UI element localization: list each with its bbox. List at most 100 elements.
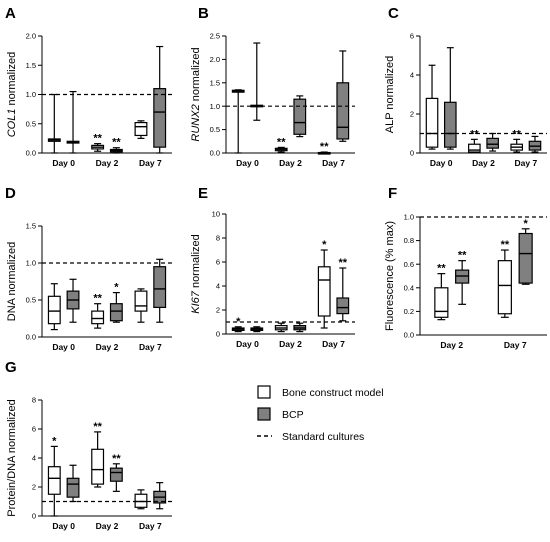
panel-letter: F bbox=[388, 185, 397, 202]
y-tick-label: 0 bbox=[32, 512, 36, 521]
iqr-box bbox=[518, 232, 533, 284]
x-category-label: Day 0 bbox=[52, 158, 75, 168]
x-category-label: Day 2 bbox=[279, 158, 302, 168]
bone-construct-box bbox=[47, 283, 61, 331]
y-tick-label: 0.5 bbox=[26, 119, 36, 128]
bcp-box bbox=[153, 258, 167, 323]
bcp-box: * bbox=[518, 218, 533, 285]
panel-b: B 0.0 0.5 1.0 1.5 2.0 2.5 RUNX2 normalized Day 0… bbox=[190, 5, 355, 168]
iqr-box bbox=[109, 303, 123, 322]
legend-label: Bone construct model bbox=[282, 387, 384, 399]
iqr-box bbox=[134, 290, 148, 312]
bone-construct-box bbox=[134, 288, 148, 323]
y-axis-title-italic: COL1 bbox=[6, 109, 18, 138]
y-tick-label: 6 bbox=[216, 258, 220, 267]
bcp-box bbox=[250, 326, 264, 333]
iqr-box bbox=[497, 260, 512, 315]
legend-item: Standard cultures bbox=[257, 431, 364, 443]
y-axis-title: ALP normalized bbox=[384, 56, 396, 133]
iqr-box bbox=[336, 297, 350, 315]
y-tick-label: 0.5 bbox=[210, 125, 220, 134]
iqr-box bbox=[468, 143, 481, 153]
panel-f: F 0.0 0.2 0.4 0.6 0.8 1.0 Fluorescence (% max) D… bbox=[384, 185, 547, 350]
bcp-box: ** bbox=[109, 453, 123, 492]
bcp-box: ** bbox=[336, 257, 350, 322]
bcp-box bbox=[66, 464, 80, 503]
bone-construct-box: ** bbox=[91, 293, 105, 329]
y-axis-title: DNA normalized bbox=[6, 242, 18, 321]
iqr-box bbox=[425, 97, 439, 148]
panel-letter: D bbox=[5, 185, 16, 202]
x-category-label: Day 2 bbox=[472, 158, 495, 168]
significance-mark: ** bbox=[458, 250, 467, 262]
y-tick-label: 0.5 bbox=[26, 296, 36, 305]
y-tick-label: 0.2 bbox=[404, 307, 414, 316]
legend-item: BCP bbox=[257, 407, 304, 421]
panel-letter: A bbox=[5, 5, 16, 22]
iqr-box bbox=[434, 287, 449, 318]
significance-mark: ** bbox=[93, 133, 102, 145]
bone-construct-box: ** bbox=[91, 133, 105, 152]
legend-item: Bone construct model bbox=[257, 385, 384, 399]
y-axis-title: KI67 normalized bbox=[190, 234, 202, 314]
significance-mark: ** bbox=[501, 239, 510, 251]
bcp-box bbox=[336, 50, 350, 142]
panel-g: G 0 2 4 6 8 Protein/DNA normalized Day 0 Day 2 Da… bbox=[5, 359, 172, 531]
significance-mark: * bbox=[524, 218, 529, 230]
y-tick-label: 4 bbox=[216, 282, 220, 291]
iqr-box bbox=[134, 121, 148, 137]
significance-mark: ** bbox=[93, 421, 102, 433]
x-category-label: Day 2 bbox=[279, 339, 302, 349]
y-tick-label: 1.0 bbox=[404, 213, 414, 222]
x-category-label: Day 0 bbox=[236, 339, 259, 349]
bone-construct-box bbox=[274, 322, 288, 333]
significance-mark: ** bbox=[512, 128, 521, 140]
significance-mark: ** bbox=[470, 128, 479, 140]
bone-construct-box bbox=[134, 489, 148, 510]
bcp-box bbox=[443, 47, 457, 150]
x-category-label: Day 2 bbox=[96, 521, 119, 531]
y-tick-label: 6 bbox=[32, 425, 36, 434]
y-tick-label: 1.5 bbox=[26, 61, 36, 70]
bcp-box: * bbox=[109, 282, 123, 323]
iqr-box bbox=[317, 266, 331, 317]
significance-mark: ** bbox=[93, 293, 102, 305]
significance-mark: * bbox=[322, 239, 327, 251]
panel-letter: C bbox=[388, 5, 399, 22]
bone-construct-box: ** bbox=[510, 128, 524, 153]
bone-construct-box: ** bbox=[468, 128, 481, 154]
y-tick-label: 0.0 bbox=[26, 149, 36, 158]
bcp-box bbox=[486, 132, 499, 152]
panel-letter: B bbox=[198, 5, 209, 22]
y-tick-label: 0 bbox=[410, 149, 414, 158]
bone-construct-box bbox=[231, 89, 245, 154]
iqr-box bbox=[91, 310, 105, 325]
bone-construct-box bbox=[425, 64, 439, 150]
iqr-box bbox=[47, 295, 61, 325]
y-tick-label: 1.5 bbox=[210, 78, 220, 87]
x-category-label: Day 7 bbox=[322, 158, 345, 168]
legend-swatch bbox=[257, 407, 271, 421]
iqr-box bbox=[153, 266, 167, 309]
x-category-label: Day 7 bbox=[504, 340, 527, 350]
iqr-box bbox=[134, 493, 148, 508]
panel-a: A 0.0 0.5 1.0 1.5 2.0 COL1 normalized Day 0 Day … bbox=[5, 5, 172, 168]
y-tick-label: 0.8 bbox=[404, 236, 414, 245]
legend-label: Standard cultures bbox=[282, 431, 364, 443]
iqr-box bbox=[293, 98, 307, 135]
bone-construct-box: ** bbox=[91, 421, 105, 488]
y-tick-label: 1.0 bbox=[26, 259, 36, 268]
y-tick-label: 0.6 bbox=[404, 260, 414, 269]
y-tick-label: 0.0 bbox=[26, 333, 36, 342]
iqr-box bbox=[91, 448, 105, 485]
y-tick-label: 2.0 bbox=[26, 32, 36, 41]
bcp-box: ** bbox=[109, 137, 123, 154]
y-tick-label: 0.0 bbox=[404, 331, 414, 340]
y-axis-title-rest: normalized bbox=[190, 234, 202, 291]
iqr-box bbox=[109, 467, 123, 482]
iqr-box bbox=[443, 101, 457, 148]
y-tick-label: 2 bbox=[32, 483, 36, 492]
x-category-label: Day 0 bbox=[52, 521, 75, 531]
